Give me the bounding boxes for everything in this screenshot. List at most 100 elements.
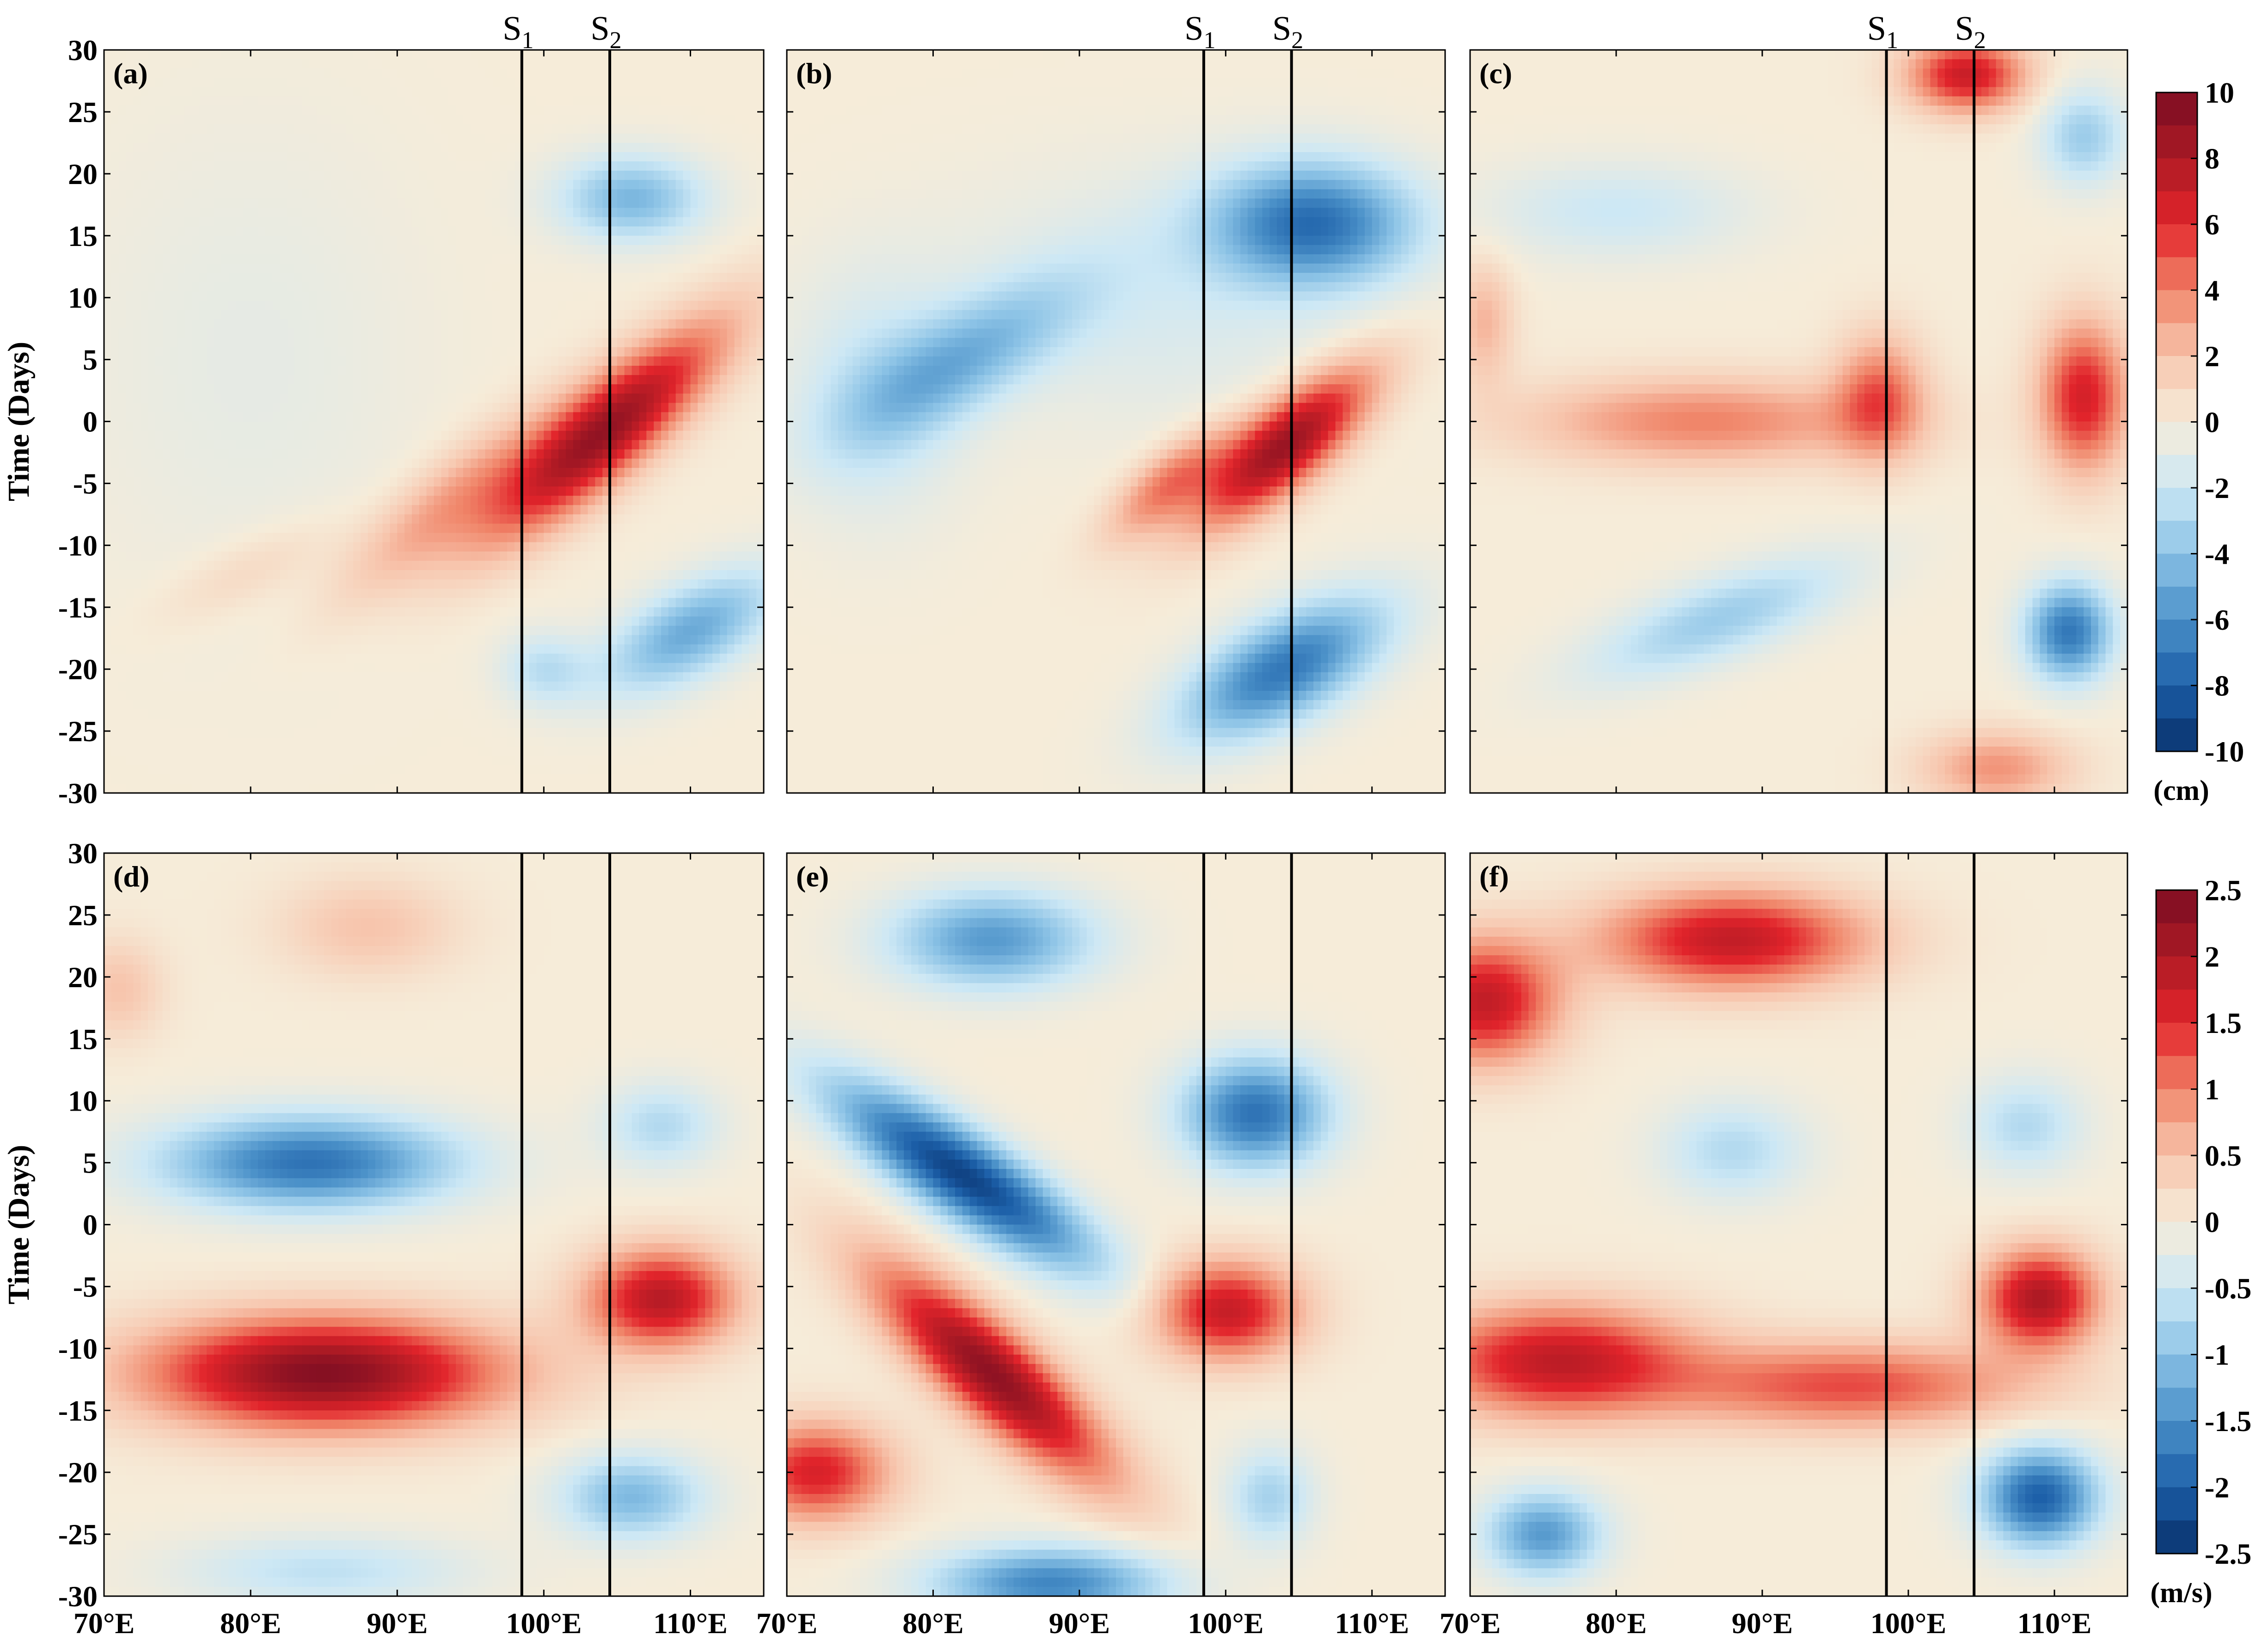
colorbar-swatch: [2156, 323, 2197, 356]
colorbar-unit: (m/s): [2150, 1577, 2212, 1609]
y-tick-label: -30: [58, 777, 98, 810]
colorbar-tick-label: -0.5: [2205, 1272, 2251, 1305]
panel-f: [1469, 852, 2128, 1597]
colorbar-swatch: [2156, 1122, 2197, 1156]
x-tick-label: 110°E: [2017, 1607, 2092, 1640]
colorbar-swatch: [2156, 488, 2197, 521]
colorbar-swatch: [2156, 718, 2197, 752]
colorbar-unit: (cm): [2153, 775, 2209, 806]
colorbar-tick-label: -6: [2205, 603, 2229, 636]
colorbar-tick-label: -1: [2205, 1339, 2229, 1371]
colorbar-swatch: [2156, 989, 2197, 1023]
colorbar-tick-label: 2.5: [2205, 874, 2242, 907]
y-tick-label: 5: [83, 344, 98, 376]
colorbar-swatch: [2156, 1487, 2197, 1521]
panel-e: [786, 852, 1446, 1597]
y-tick-label: -20: [58, 653, 98, 686]
colorbar-swatch: [2156, 1354, 2197, 1388]
colorbar-swatch: [2156, 224, 2197, 258]
x-tick-label: 110°E: [1335, 1607, 1409, 1640]
colorbar-tick-label: -2.5: [2205, 1537, 2251, 1570]
colorbar-swatch: [2156, 1520, 2197, 1554]
x-tick-label: 100°E: [506, 1607, 582, 1640]
y-axis-label: Time (Days): [2, 1145, 36, 1304]
y-tick-label: -5: [73, 467, 98, 500]
colorbar-swatch: [2156, 422, 2197, 455]
y-tick-label: -15: [58, 1394, 98, 1427]
colorbar-tick-label: -8: [2205, 670, 2229, 702]
field-cells: [787, 853, 1445, 1596]
colorbar-tick-label: 1.5: [2205, 1007, 2242, 1039]
panels-layer: [103, 49, 2128, 1597]
colorbar-swatch: [2156, 125, 2197, 159]
colorbar-top: [2155, 92, 2198, 752]
field-cells: [104, 853, 764, 1596]
colorbar-swatch: [2156, 1056, 2197, 1090]
colorbar-bottom: [2155, 889, 2198, 1555]
panel-a: [103, 49, 765, 794]
y-tick-label: 25: [68, 96, 98, 129]
colorbar-swatch: [2156, 685, 2197, 719]
colorbar-swatch: [2156, 1188, 2197, 1223]
colorbar-swatch: [2156, 1388, 2197, 1421]
colorbar-tick-label: 8: [2205, 142, 2219, 175]
colorbar-tick-label: 4: [2205, 274, 2219, 307]
x-tick-label: 90°E: [1049, 1607, 1110, 1640]
colorbar-swatch: [2156, 92, 2197, 126]
colorbar-tick-label: -10: [2205, 735, 2244, 768]
x-tick-label: 70°E: [74, 1607, 135, 1640]
colorbar-swatch: [2156, 1089, 2197, 1123]
y-tick-label: -25: [58, 715, 98, 748]
y-tick-label: 25: [68, 899, 98, 932]
colorbar-tick-label: -2: [2205, 472, 2229, 504]
colorbar-tick-label: 0: [2205, 1206, 2219, 1239]
y-tick-label: -20: [58, 1456, 98, 1489]
section-label-s1: S1: [1184, 10, 1215, 54]
y-tick-label: 30: [68, 34, 98, 67]
colorbar-tick-label: 2: [2205, 940, 2219, 973]
panel-b: [786, 49, 1446, 794]
colorbar-swatch: [2156, 455, 2197, 488]
x-tick-label: 80°E: [902, 1607, 963, 1640]
colorbar-swatch: [2156, 1222, 2197, 1255]
colorbar-swatch: [2156, 620, 2197, 653]
section-label-s1: S1: [1867, 10, 1898, 54]
panel-label: (c): [1479, 57, 1512, 90]
colorbar-tick-label: -2: [2205, 1471, 2229, 1504]
field-cells: [1470, 853, 2127, 1596]
y-tick-label: -15: [58, 591, 98, 624]
y-tick-label: 5: [83, 1147, 98, 1180]
y-tick-label: 0: [83, 406, 98, 438]
panel-label: (e): [796, 860, 829, 893]
y-tick-label: 15: [68, 220, 98, 252]
y-tick-label: -30: [58, 1580, 98, 1613]
y-tick-label: -5: [73, 1270, 98, 1303]
x-tick-label: 70°E: [756, 1607, 817, 1640]
panel-label: (d): [113, 860, 149, 893]
y-tick-label: 0: [83, 1209, 98, 1241]
y-tick-label: 10: [68, 282, 98, 314]
colorbar-swatch: [2156, 356, 2197, 389]
colorbars: [2155, 92, 2198, 1555]
colorbar-tick-label: 1: [2205, 1073, 2219, 1106]
y-tick-label: -25: [58, 1518, 98, 1551]
x-tick-label: 100°E: [1870, 1607, 1946, 1640]
colorbar-swatch: [2156, 1454, 2197, 1488]
colorbar-swatch: [2156, 521, 2197, 554]
colorbar-tick-label: 0.5: [2205, 1139, 2242, 1172]
colorbar-tick-label: 10: [2205, 76, 2234, 109]
y-tick-label: 30: [68, 837, 98, 870]
y-tick-label: 20: [68, 961, 98, 994]
x-tick-label: 70°E: [1440, 1607, 1501, 1640]
colorbar-tick-label: 0: [2205, 406, 2219, 439]
y-tick-label: 10: [68, 1085, 98, 1118]
colorbar-swatch: [2156, 586, 2197, 620]
colorbar-swatch: [2156, 553, 2197, 587]
axis-labels: S1 S2(a)302520151050-5-10-15-20-25-30Time…: [2, 10, 2251, 1640]
y-axis-label: Time (Days): [2, 342, 36, 501]
colorbar-swatch: [2156, 923, 2197, 957]
section-label-s2: S2: [590, 10, 621, 54]
colorbar-tick-label: -4: [2205, 538, 2229, 571]
colorbar-tick-label: -1.5: [2205, 1405, 2251, 1438]
